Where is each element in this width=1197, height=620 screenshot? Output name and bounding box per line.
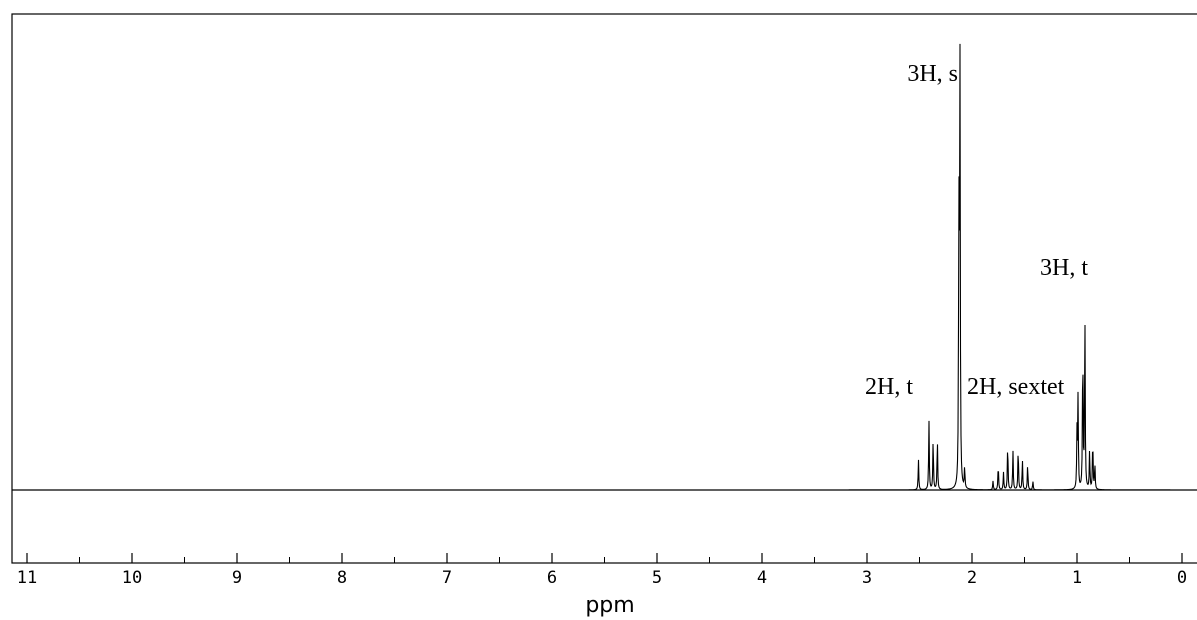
spectrum-line — [12, 43, 1197, 491]
x-axis-ticks — [26, 553, 1183, 563]
x-axis-label: ppm — [585, 593, 634, 618]
x-tick-label: 1 — [1072, 568, 1082, 588]
peak-label: 3H, s — [907, 61, 958, 87]
x-axis-tick-labels: 11 10 9 8 7 6 5 4 3 2 1 0 — [17, 568, 1187, 588]
x-tick-label: 6 — [547, 568, 557, 588]
peak-label: 3H, t — [1040, 255, 1088, 281]
peak-label: 2H, t — [865, 374, 913, 400]
x-tick-label: 4 — [757, 568, 767, 588]
x-tick-label: 5 — [652, 568, 662, 588]
x-tick-label: 7 — [442, 568, 452, 588]
x-tick-label: 3 — [862, 568, 872, 588]
peak-label: 2H, sextet — [967, 374, 1065, 400]
x-tick-label: 10 — [122, 568, 142, 588]
x-tick-label: 8 — [337, 568, 347, 588]
peak-annotations: 3H, s 3H, t 2H, t 2H, sextet — [865, 61, 1088, 400]
x-tick-label: 9 — [232, 568, 242, 588]
x-tick-label: 0 — [1177, 568, 1187, 588]
plot-frame — [11, 13, 1197, 564]
x-tick-label: 11 — [17, 568, 37, 588]
x-tick-label: 2 — [967, 568, 977, 588]
